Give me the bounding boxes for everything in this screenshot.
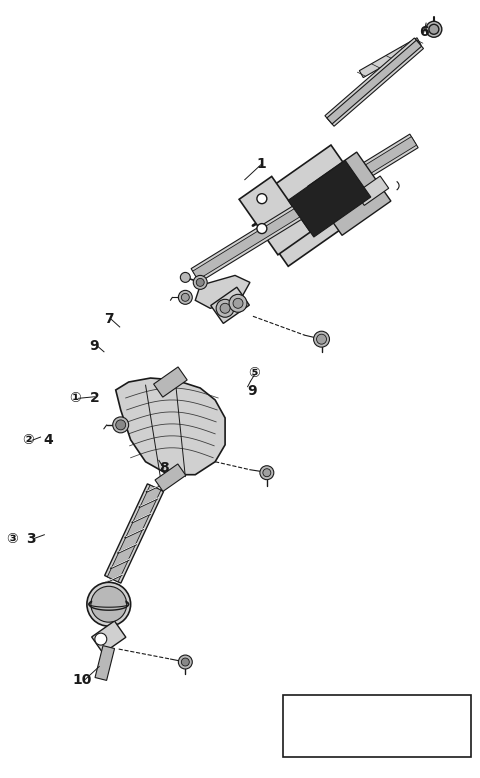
Circle shape <box>87 582 131 626</box>
Circle shape <box>263 468 271 477</box>
Polygon shape <box>92 621 126 654</box>
Circle shape <box>429 24 439 34</box>
Text: 9: 9 <box>247 384 257 398</box>
Circle shape <box>180 272 190 282</box>
Polygon shape <box>191 134 418 282</box>
Text: 1: 1 <box>257 157 266 171</box>
Polygon shape <box>154 367 187 397</box>
Text: 9: 9 <box>90 338 99 352</box>
Circle shape <box>229 294 247 312</box>
Circle shape <box>179 290 192 304</box>
Polygon shape <box>327 40 421 124</box>
Polygon shape <box>288 160 371 237</box>
Polygon shape <box>239 177 311 255</box>
Circle shape <box>316 335 326 344</box>
Text: 4: 4 <box>43 433 53 447</box>
Circle shape <box>181 658 189 666</box>
Circle shape <box>196 279 204 286</box>
Polygon shape <box>360 38 421 78</box>
FancyBboxPatch shape <box>283 696 471 757</box>
Text: 8: 8 <box>159 461 168 475</box>
Polygon shape <box>308 152 391 235</box>
Text: ②: ② <box>22 433 34 447</box>
Circle shape <box>216 300 234 317</box>
Text: ⑤: ⑤ <box>249 366 260 380</box>
Circle shape <box>220 303 230 314</box>
Polygon shape <box>116 378 225 475</box>
Polygon shape <box>95 646 115 681</box>
Text: 10: 10 <box>73 673 92 687</box>
Circle shape <box>113 417 129 433</box>
Text: 6: 6 <box>419 26 429 40</box>
Text: 7: 7 <box>104 312 114 326</box>
Text: 3: 3 <box>26 531 36 545</box>
Circle shape <box>95 633 107 645</box>
Polygon shape <box>356 176 389 205</box>
Circle shape <box>260 466 274 480</box>
Polygon shape <box>108 485 161 582</box>
Circle shape <box>257 194 267 204</box>
Circle shape <box>233 298 243 308</box>
Circle shape <box>181 293 189 301</box>
Circle shape <box>179 655 192 669</box>
Polygon shape <box>105 484 164 584</box>
Text: NOTE: NOTE <box>297 709 336 721</box>
Polygon shape <box>155 464 186 492</box>
Text: ③: ③ <box>6 531 18 545</box>
Text: 2: 2 <box>90 391 99 405</box>
Text: ①: ① <box>70 391 81 405</box>
Polygon shape <box>195 275 250 308</box>
Circle shape <box>313 331 329 347</box>
Circle shape <box>257 223 267 233</box>
Polygon shape <box>192 137 417 279</box>
Circle shape <box>116 420 126 430</box>
Text: THE NO.5 :①~⑤: THE NO.5 :①~⑤ <box>292 729 394 741</box>
Circle shape <box>426 21 442 37</box>
Polygon shape <box>325 38 423 126</box>
Polygon shape <box>211 287 250 324</box>
Polygon shape <box>245 145 374 266</box>
Circle shape <box>193 275 207 289</box>
Circle shape <box>91 587 127 622</box>
